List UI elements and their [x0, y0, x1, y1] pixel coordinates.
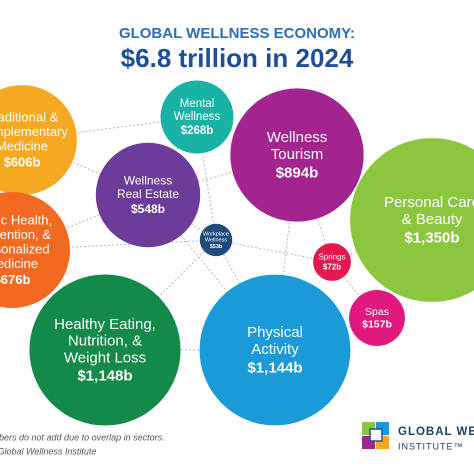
bubble — [199, 223, 233, 257]
bubble — [0, 85, 77, 195]
bubble-label: Spas — [365, 306, 389, 318]
value-label: $53b — [210, 244, 223, 250]
bubble-label: Springs — [318, 253, 345, 262]
bubble-label: Nutrition, & — [68, 333, 142, 350]
bubble-label: Personalized — [0, 241, 50, 256]
bubble-label: Healthy Eating, — [54, 316, 156, 333]
bubble-label: Traditional & — [0, 110, 59, 125]
bubble-label: Prevention, & — [0, 227, 51, 242]
bubble-label: Wellness — [205, 237, 227, 243]
value-label: $268b — [181, 125, 214, 137]
logo-text: GLOBAL WELLNESS — [398, 426, 474, 438]
value-label: $676b — [0, 272, 30, 287]
bubble — [349, 290, 405, 346]
note: Note: Numbers do not add due to overlap … — [0, 432, 165, 442]
bubble-label: Workplace — [203, 231, 229, 237]
bubble-label: Wellness — [267, 129, 328, 146]
source: Source: Global Wellness Institute — [0, 446, 96, 456]
bubble-label: Weight Loss — [64, 349, 146, 366]
bubbles: Traditional &ComplementaryMedicine$606bP… — [0, 80, 474, 426]
value-label: $1,350b — [404, 229, 459, 246]
bubble-label: Medicine — [0, 139, 48, 154]
value-label: $894b — [276, 164, 319, 181]
bubble-label: Wellness — [124, 174, 172, 188]
value-label: $72b — [323, 262, 341, 271]
logo-icon — [362, 422, 389, 449]
bubble — [199, 274, 351, 426]
bubble-label: Personal Care — [384, 194, 474, 211]
value-label: $157b — [362, 319, 392, 331]
chart-supertitle: GLOBAL WELLNESS ECONOMY: — [119, 25, 355, 42]
value-label: $606b — [4, 155, 41, 170]
value-label: $1,148b — [77, 368, 132, 385]
bubble — [0, 192, 70, 308]
bubble — [313, 243, 351, 281]
value-label: $1,144b — [247, 359, 302, 376]
bubble — [230, 88, 364, 222]
bubble — [350, 138, 474, 302]
connector — [21, 139, 149, 196]
bubble-label: Activity — [251, 341, 299, 358]
bubble-label: Wellness — [174, 111, 221, 123]
bubble-label: Real Estate — [117, 187, 179, 201]
value-label: $548b — [131, 202, 165, 216]
bubble-label: Medicine — [0, 256, 38, 271]
bubble — [160, 80, 234, 154]
chart-title: $6.8 trillion in 2024 — [121, 43, 354, 73]
bubble-label: & Beauty — [402, 211, 463, 228]
logo-text: INSTITUTE™ — [398, 441, 464, 451]
bubble-label: Tourism — [271, 146, 324, 163]
bubble — [95, 142, 201, 248]
bubble-label: Physical — [247, 324, 303, 341]
bubble — [29, 274, 181, 426]
bubble-label: Complementary — [0, 124, 68, 139]
bubble-label: Mental — [180, 98, 215, 110]
bubble-label: Public Health, — [0, 212, 52, 227]
